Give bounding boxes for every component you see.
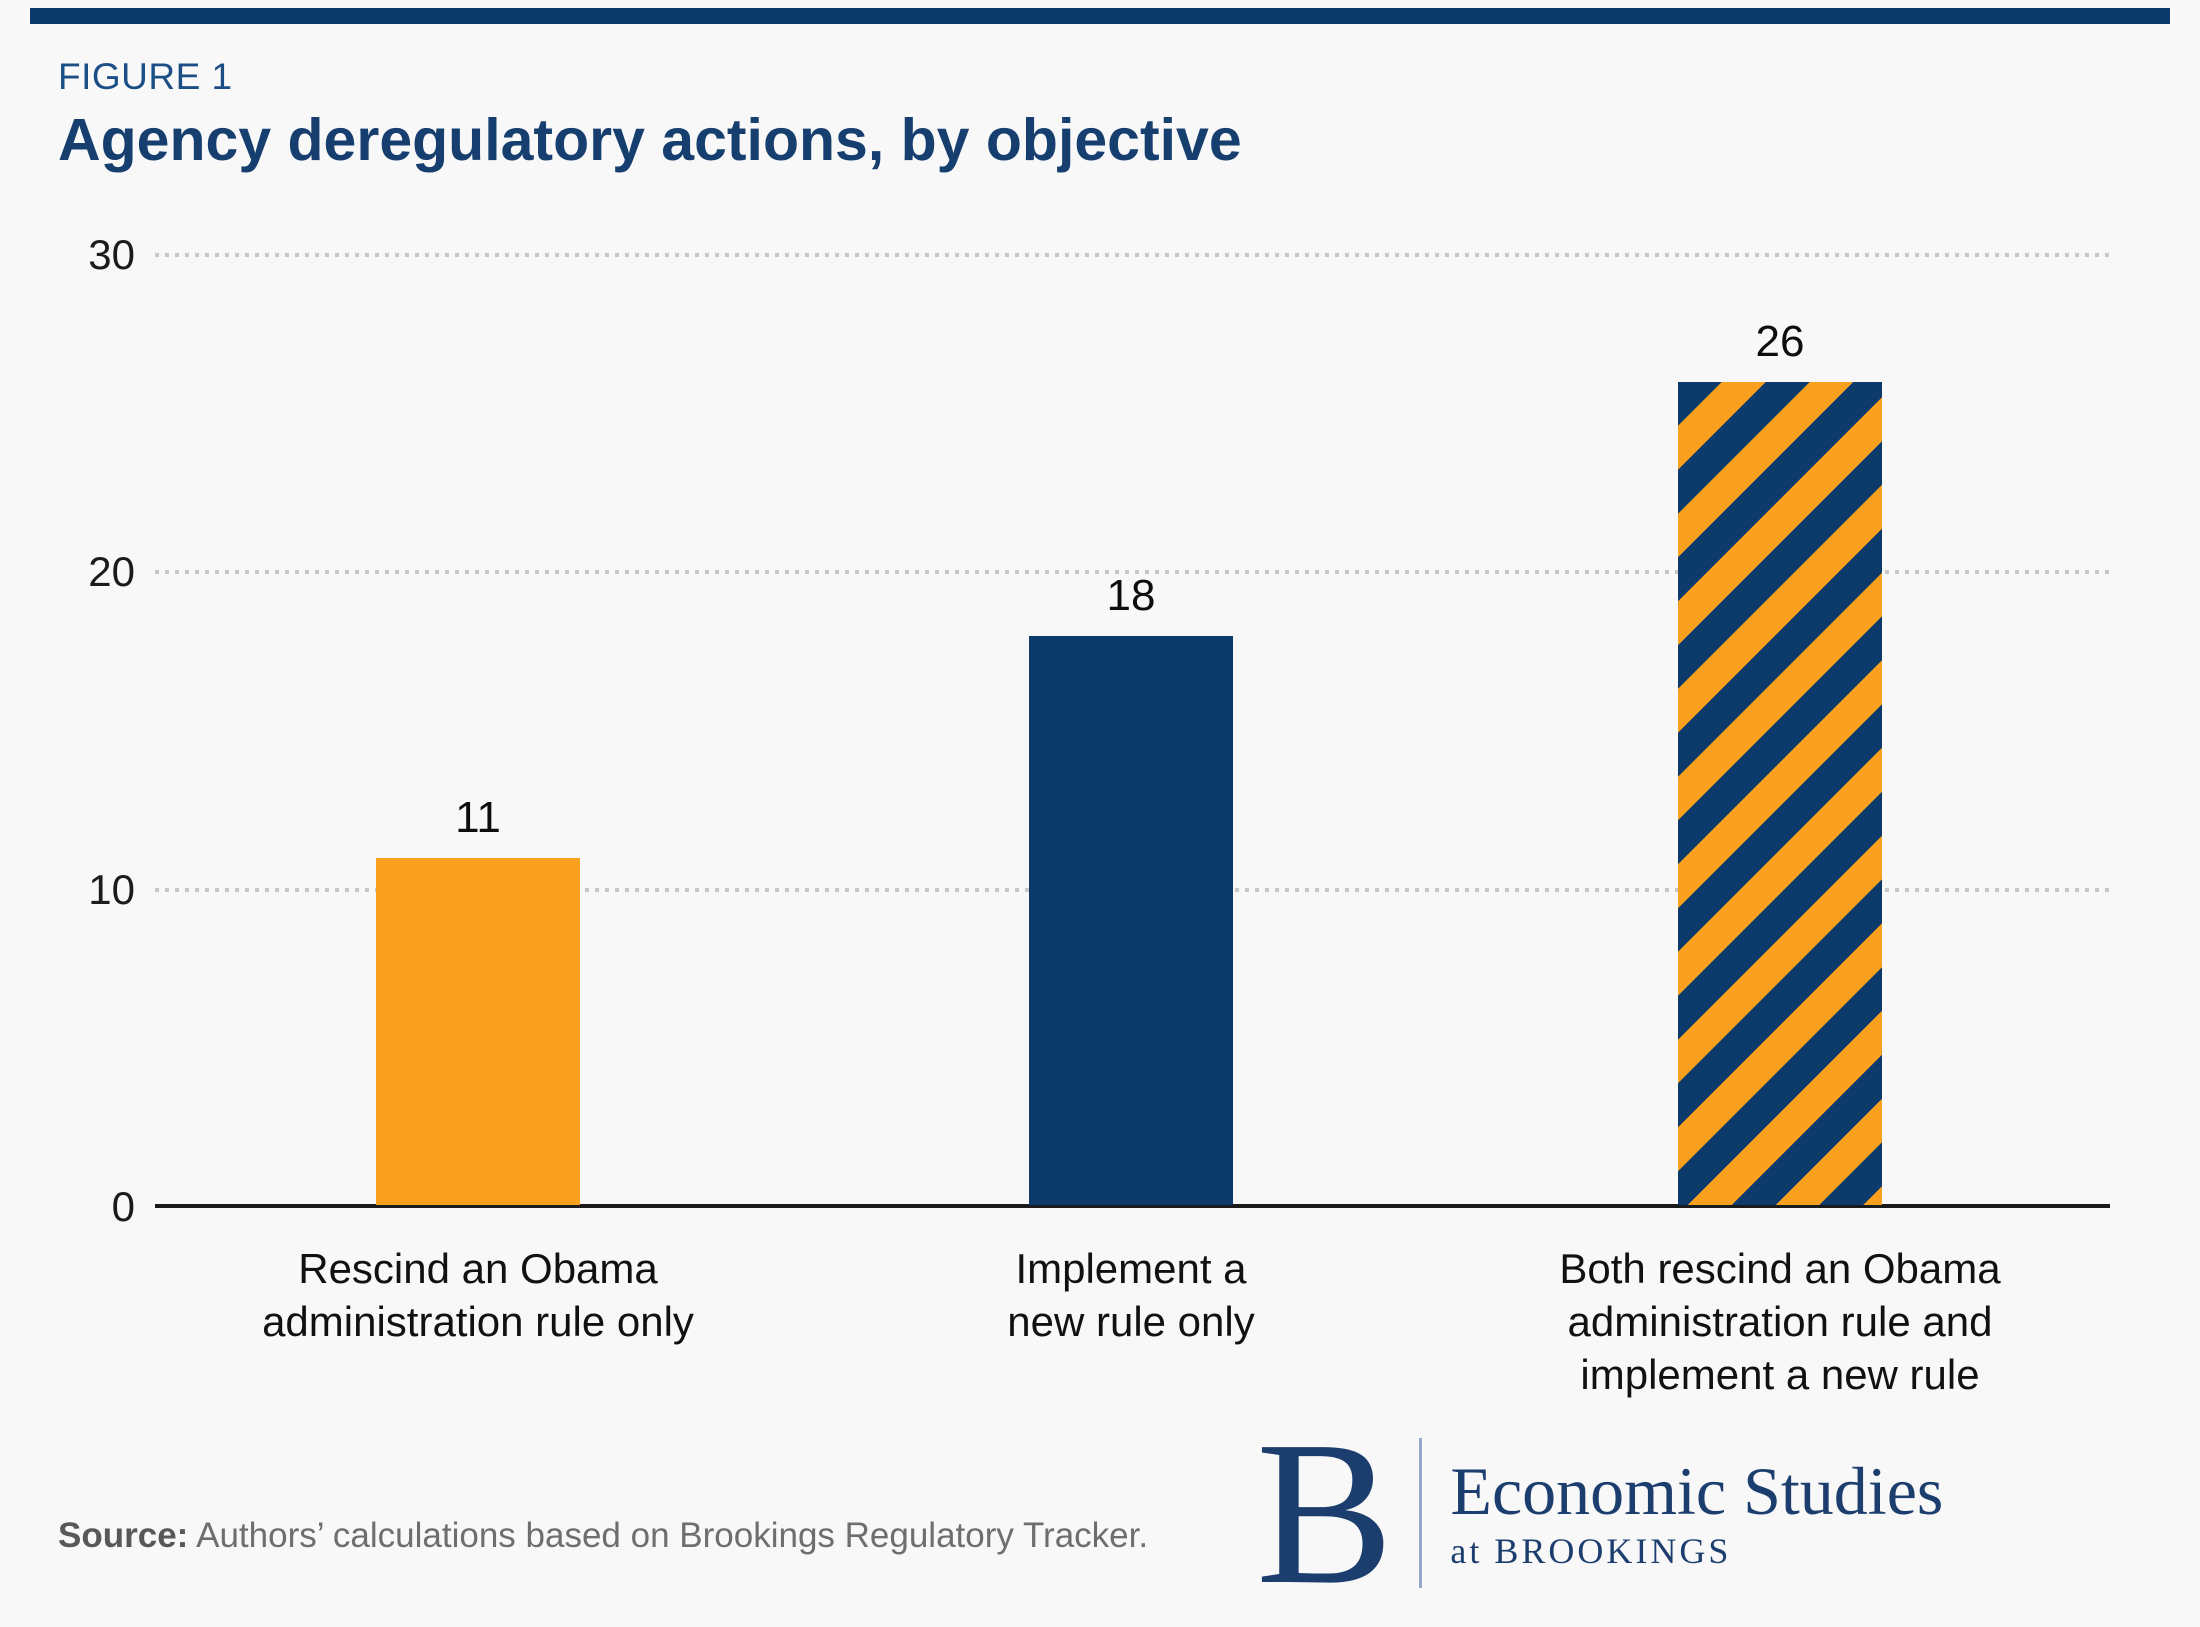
x-axis-category-label: Implement a new rule only <box>1007 1245 1255 1345</box>
source-line: Source: Authors’ calculations based on B… <box>58 1516 1148 1556</box>
bar-value-label: 26 <box>1755 316 1805 366</box>
top-accent-bar <box>30 8 2170 24</box>
source-prefix: Source: <box>58 1516 189 1555</box>
x-axis-category-label: Both rescind an Obama administration rul… <box>1559 1245 2001 1398</box>
logo-text: Economic Studies at BROOKINGS <box>1450 1438 1943 1588</box>
y-axis-tick-label: 20 <box>88 548 135 596</box>
page-title: Agency deregulatory actions, by objectiv… <box>58 107 1242 173</box>
bar <box>376 857 580 1205</box>
y-gridline <box>155 570 2110 575</box>
brookings-logo: B Economic Studies at BROOKINGS <box>1256 1398 1943 1627</box>
bar-value-label: 18 <box>1106 570 1156 620</box>
logo-economic-studies: Economic Studies <box>1450 1453 1944 1529</box>
y-axis-tick-label: 0 <box>111 1183 135 1230</box>
brookings-b-monogram: B <box>1256 1398 1394 1627</box>
y-gridline <box>155 253 2110 257</box>
bar <box>1029 635 1233 1205</box>
logo-divider <box>1419 1438 1423 1588</box>
logo-at-brookings: at BROOKINGS <box>1450 1531 1732 1571</box>
x-axis-line <box>155 1204 2110 1208</box>
bar-value-label: 11 <box>455 792 501 842</box>
x-axis-category-label: Rescind an Obama administration rule onl… <box>262 1245 694 1345</box>
source-text: Authors’ calculations based on Brookings… <box>188 1516 1149 1555</box>
figure-number-label: FIGURE 1 <box>58 56 233 97</box>
y-axis-tick-label: 10 <box>88 865 135 913</box>
bar <box>1678 381 1882 1205</box>
y-axis-tick-label: 30 <box>88 231 135 278</box>
